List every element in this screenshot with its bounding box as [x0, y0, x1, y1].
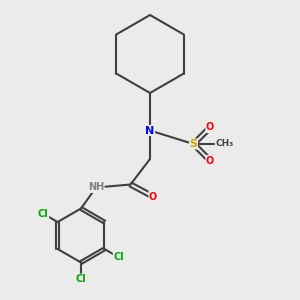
Text: Cl: Cl [76, 274, 86, 284]
Text: S: S [190, 139, 197, 149]
Text: O: O [206, 122, 214, 133]
Text: Cl: Cl [113, 252, 124, 262]
Text: NH: NH [88, 182, 104, 193]
Text: CH₃: CH₃ [215, 140, 233, 148]
Text: Cl: Cl [38, 209, 49, 219]
Text: N: N [146, 125, 154, 136]
Text: O: O [206, 155, 214, 166]
Text: O: O [149, 191, 157, 202]
